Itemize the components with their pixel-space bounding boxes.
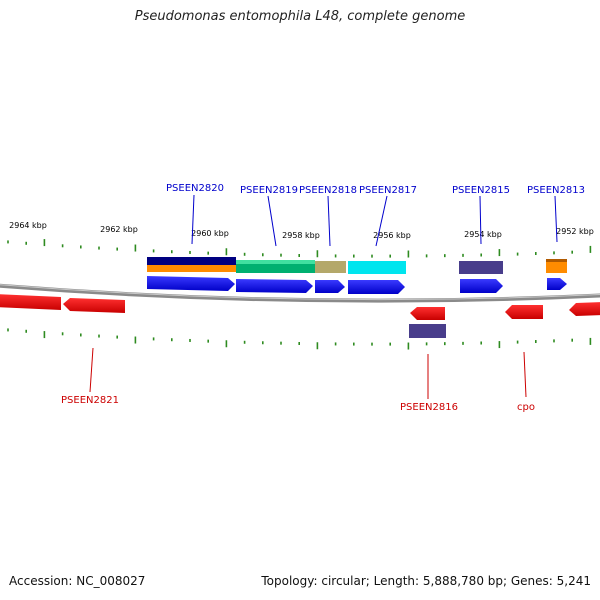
gene-arrow-forward[interactable] [460,279,503,293]
kbp-label: 2952 kbp [556,227,594,236]
feature-bar[interactable] [236,260,315,264]
gene-arrow-forward[interactable] [315,280,345,293]
gene-label-pseen2816[interactable]: PSEEN2816 [400,402,458,413]
gene-arrow-forward[interactable] [236,279,313,293]
kbp-label: 2960 kbp [191,229,229,238]
tick-row-top [8,239,590,258]
gene-label-cpo[interactable]: cpo [517,402,535,413]
kbp-labels: 2964 kbp 2962 kbp 2960 kbp 2958 kbp 2956… [9,221,594,240]
leader-line [328,196,330,246]
genome-summary-text: Topology: circular; Length: 5,888,780 bp… [261,574,591,588]
gene-label-pseen2820[interactable]: PSEEN2820 [166,183,224,194]
leader-line [90,348,93,392]
tick-row-bottom [8,328,590,349]
feature-bar[interactable] [147,265,236,272]
accession-text: Accession: NC_008027 [9,574,145,588]
gene-label-pseen2817[interactable]: PSEEN2817 [359,185,417,196]
feature-bar[interactable] [147,257,236,265]
kbp-label: 2958 kbp [282,231,320,240]
gene-arrow-reverse[interactable] [63,298,125,313]
gene-label-pseen2819[interactable]: PSEEN2819 [240,185,298,196]
feature-bar[interactable] [546,259,567,262]
kbp-label: 2964 kbp [9,221,47,230]
feature-bar[interactable] [409,324,446,338]
leader-line [268,196,276,246]
gene-arrow-reverse[interactable] [410,307,445,320]
gene-arrow-forward[interactable] [348,280,405,294]
leader-line [524,352,526,397]
kbp-label: 2954 kbp [464,230,502,239]
page-title: Pseudomonas entomophila L48, complete ge… [0,9,600,24]
gene-arrow-forward[interactable] [147,276,235,291]
kbp-label: 2962 kbp [100,225,138,234]
feature-bars-forward [147,257,567,274]
feature-bar[interactable] [348,261,406,274]
forward-genes [147,276,567,294]
gene-arrow-reverse[interactable] [0,294,61,310]
feature-bar[interactable] [315,261,346,273]
gene-arrow-forward[interactable] [547,278,567,290]
gene-label-pseen2818[interactable]: PSEEN2818 [299,185,357,196]
gene-arrow-reverse[interactable] [505,305,543,319]
gene-arrow-reverse[interactable] [569,302,600,316]
gene-label-pseen2815[interactable]: PSEEN2815 [452,185,510,196]
gene-label-pseen2813[interactable]: PSEEN2813 [527,185,585,196]
genome-map: 2964 kbp 2962 kbp 2960 kbp 2958 kbp 2956… [0,0,600,600]
feature-bar[interactable] [459,261,503,274]
gene-label-pseen2821[interactable]: PSEEN2821 [61,395,119,406]
